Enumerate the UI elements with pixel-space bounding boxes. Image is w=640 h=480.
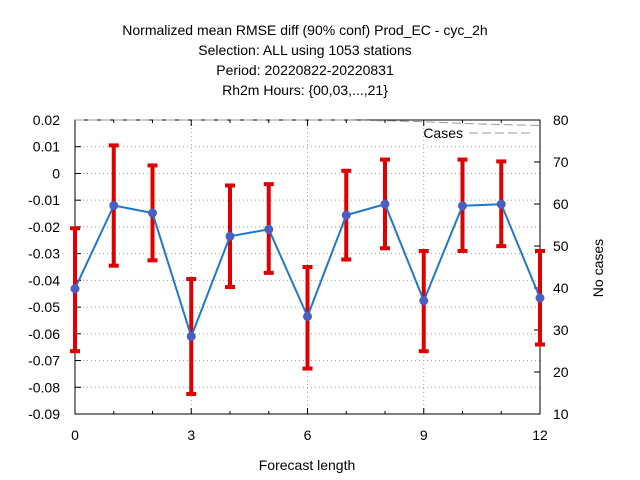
legend: Cases [423,125,530,141]
y-tick-label-0: 0.02 [33,112,60,128]
y-tick-label-1: 0.01 [33,139,60,155]
data-point-0 [70,284,80,294]
data-point-9 [419,296,429,306]
data-point-4 [225,231,235,241]
title-line-2: Selection: ALL using 1053 stations [198,42,412,58]
y-tick-label-6: -0.04 [28,272,60,288]
data-point-10 [458,201,467,211]
legend-label-cases: Cases [423,125,463,141]
title-line-4: Rh2m Hours: {00,03,...,21} [222,82,388,98]
y2-tick-label-7: 10 [553,406,569,422]
title-line-3: Period: 20220822-20220831 [216,62,394,78]
y2-tick-label-4: 40 [553,280,569,296]
y2-tick-label-0: 80 [553,112,569,128]
y2-tick-label-5: 30 [553,322,569,338]
y-tick-label-10: -0.08 [28,379,60,395]
data-point-1 [109,201,119,211]
y-tick-label-3: -0.01 [28,192,60,208]
chart-title: Normalized mean RMSE diff (90% conf) Pro… [122,22,487,98]
y2-tick-labels: 80 70 60 50 40 30 20 10 [553,112,569,422]
title-line-1: Normalized mean RMSE diff (90% conf) Pro… [122,22,487,38]
y2-tick-label-6: 20 [553,364,569,380]
x-tick-label-3: 9 [420,427,428,443]
x-tick-label-2: 6 [304,427,312,443]
y-tick-label-9: -0.07 [28,353,60,369]
data-point-12 [535,293,545,303]
x-tick-label-0: 0 [71,427,79,443]
x-tick-labels: 0 3 6 9 12 [71,427,548,443]
data-point-8 [380,199,390,209]
y-tick-label-11: -0.09 [28,406,60,422]
y-tick-label-7: -0.05 [28,299,60,315]
data-point-5 [264,224,274,234]
y2-tick-label-2: 60 [553,196,569,212]
data-point-11 [496,199,506,209]
error-bars [70,143,545,396]
y-tick-label-4: -0.02 [28,219,60,235]
x-tick-label-4: 12 [532,427,548,443]
y2-axis-label: No cases [590,239,606,297]
data-point-2 [148,208,157,218]
y-tick-label-2: 0 [52,165,60,181]
x-axis-label: Forecast length [259,457,356,473]
data-point-3 [186,331,196,341]
data-point-7 [341,210,351,220]
y2-tick-label-1: 70 [553,154,569,170]
x-tick-label-1: 3 [187,427,195,443]
y-tick-label-5: -0.03 [28,246,60,262]
y-tick-label-8: -0.06 [28,326,60,342]
diff-series [70,199,545,341]
y-tick-labels: 0.02 0.01 0 -0.01 -0.02 -0.03 -0.04 -0.05 -0.06 -… [28,112,60,422]
data-point-6 [303,311,312,321]
y2-tick-label-3: 50 [553,238,569,254]
